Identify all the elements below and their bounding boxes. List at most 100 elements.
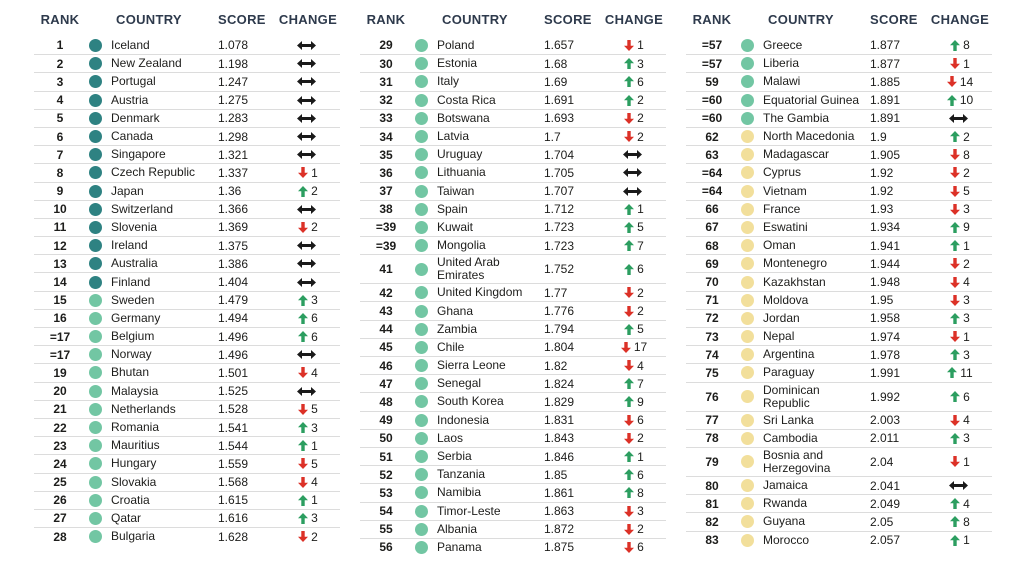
table-row: 19 Bhutan 1.501 4 [34, 363, 340, 381]
change-cell: 1 [602, 450, 666, 464]
country-cell: Montenegro [738, 256, 870, 271]
rank-cell: 46 [379, 358, 393, 373]
table-row: 51 Serbia 1.846 1 [360, 446, 666, 465]
column-header-score: SCORE [544, 12, 592, 27]
country-name: New Zealand [111, 56, 182, 71]
country-name: North Macedonia [763, 129, 855, 144]
change-up-arrow-icon [298, 185, 309, 197]
country-name: Liberia [763, 56, 800, 71]
country-cell: Nepal [738, 329, 870, 344]
country-name: Greece [763, 37, 803, 52]
change-cell: 5 [276, 457, 340, 471]
country-name: Morocco [763, 532, 810, 547]
country-name: Montenegro [763, 256, 828, 271]
score-tier-dot-icon [741, 515, 754, 529]
score-tier-dot-icon [741, 311, 754, 325]
change-value: 2 [311, 184, 318, 199]
rank-cell: 56 [379, 540, 393, 555]
table-row: 81 Rwanda 2.049 4 [686, 494, 992, 512]
country-name: France [763, 201, 801, 216]
country-cell: Ghana [412, 304, 544, 319]
score-tier-dot-icon [415, 377, 428, 391]
country-name: Hungary [111, 456, 157, 471]
country-name: Oman [763, 238, 796, 253]
country-name: Bulgaria [111, 529, 156, 544]
change-up-arrow-icon [950, 349, 961, 361]
rank-cell: 41 [379, 262, 393, 277]
country-cell: Iceland [86, 38, 218, 53]
change-down-arrow-icon [950, 456, 961, 468]
score-cell: 1.496 [218, 347, 249, 362]
score-tier-dot-icon [741, 93, 754, 107]
table-row: 54 Timor-Leste 1.863 3 [360, 501, 666, 520]
change-cell: 3 [928, 202, 992, 216]
country-name: Netherlands [111, 401, 176, 416]
table-row: 53 Namibia 1.861 8 [360, 483, 666, 501]
country-name: Senegal [437, 376, 482, 391]
change-value: 9 [637, 394, 644, 409]
score-cell: 1.693 [544, 111, 575, 126]
column-header-score: SCORE [870, 12, 918, 27]
table-row: 20 Malaysia 1.525 [34, 381, 340, 400]
table-row: 80 Jamaica 2.041 [686, 475, 992, 494]
rank-cell: 32 [379, 93, 393, 108]
change-up-arrow-icon [947, 367, 958, 379]
country-name: Lithuania [437, 165, 486, 180]
change-cell: 6 [602, 540, 666, 554]
rank-cell: 4 [56, 93, 64, 108]
table-row: 35 Uruguay 1.704 [360, 145, 666, 163]
country-name: Tanzania [437, 467, 486, 482]
change-cell: 14 [928, 75, 992, 89]
change-value: 1 [963, 533, 970, 548]
change-down-arrow-icon [624, 505, 635, 517]
country-cell: Guyana [738, 514, 870, 529]
table-row: 45 Chile 1.804 17 [360, 337, 666, 356]
change-value: 2 [963, 165, 970, 180]
rank-cell: 47 [379, 376, 393, 391]
table-row: =64 Vietnam 1.92 5 [686, 181, 992, 200]
country-cell: Latvia [412, 129, 544, 144]
country-name: Rwanda [763, 496, 808, 511]
change-up-arrow-icon [298, 494, 309, 506]
rank-cell: 16 [53, 311, 67, 326]
column-header-country: COUNTRY [442, 12, 508, 27]
country-cell: Switzerland [86, 202, 218, 217]
score-tier-dot-icon [415, 522, 428, 536]
table-row: 66 France 1.93 3 [686, 199, 992, 218]
table-row: 27 Qatar 1.616 3 [34, 508, 340, 527]
change-cell: 3 [276, 511, 340, 525]
country-name: Botswana [437, 110, 490, 125]
score-tier-dot-icon [741, 111, 754, 125]
change-up-arrow-icon [624, 323, 635, 335]
table-row: 63 Madagascar 1.905 8 [686, 145, 992, 163]
table-row: 33 Botswana 1.693 2 [360, 108, 666, 127]
change-value: 6 [637, 540, 644, 555]
score-cell: 1.369 [218, 220, 249, 235]
change-down-arrow-icon [950, 203, 961, 215]
rank-cell: 35 [379, 147, 393, 162]
score-cell: 1.705 [544, 165, 575, 180]
score-cell: 1.568 [218, 475, 249, 490]
column-header-score: SCORE [218, 12, 266, 27]
country-name: Australia [111, 256, 158, 271]
table-row: 47 Senegal 1.824 7 [360, 374, 666, 392]
rank-cell: 20 [53, 384, 67, 399]
country-cell: Sri Lanka [738, 413, 870, 428]
change-value: 4 [311, 365, 318, 380]
score-cell: 2.049 [870, 496, 901, 511]
rank-cell: =17 [49, 347, 71, 362]
rank-cell: =64 [701, 184, 723, 199]
table-row: =17 Norway 1.496 [34, 345, 340, 363]
change-up-arrow-icon [624, 203, 635, 215]
rank-cell: 34 [379, 129, 393, 144]
country-cell: Czech Republic [86, 165, 218, 180]
score-cell: 1.704 [544, 147, 575, 162]
score-tier-dot-icon [741, 57, 754, 71]
rank-cell: 7 [56, 147, 64, 162]
score-cell: 1.872 [544, 522, 575, 537]
change-up-arrow-icon [624, 396, 635, 408]
change-cell: 6 [928, 390, 992, 404]
change-value: 2 [637, 304, 644, 319]
rank-cell: 27 [53, 511, 67, 526]
change-cell: 6 [602, 262, 666, 276]
